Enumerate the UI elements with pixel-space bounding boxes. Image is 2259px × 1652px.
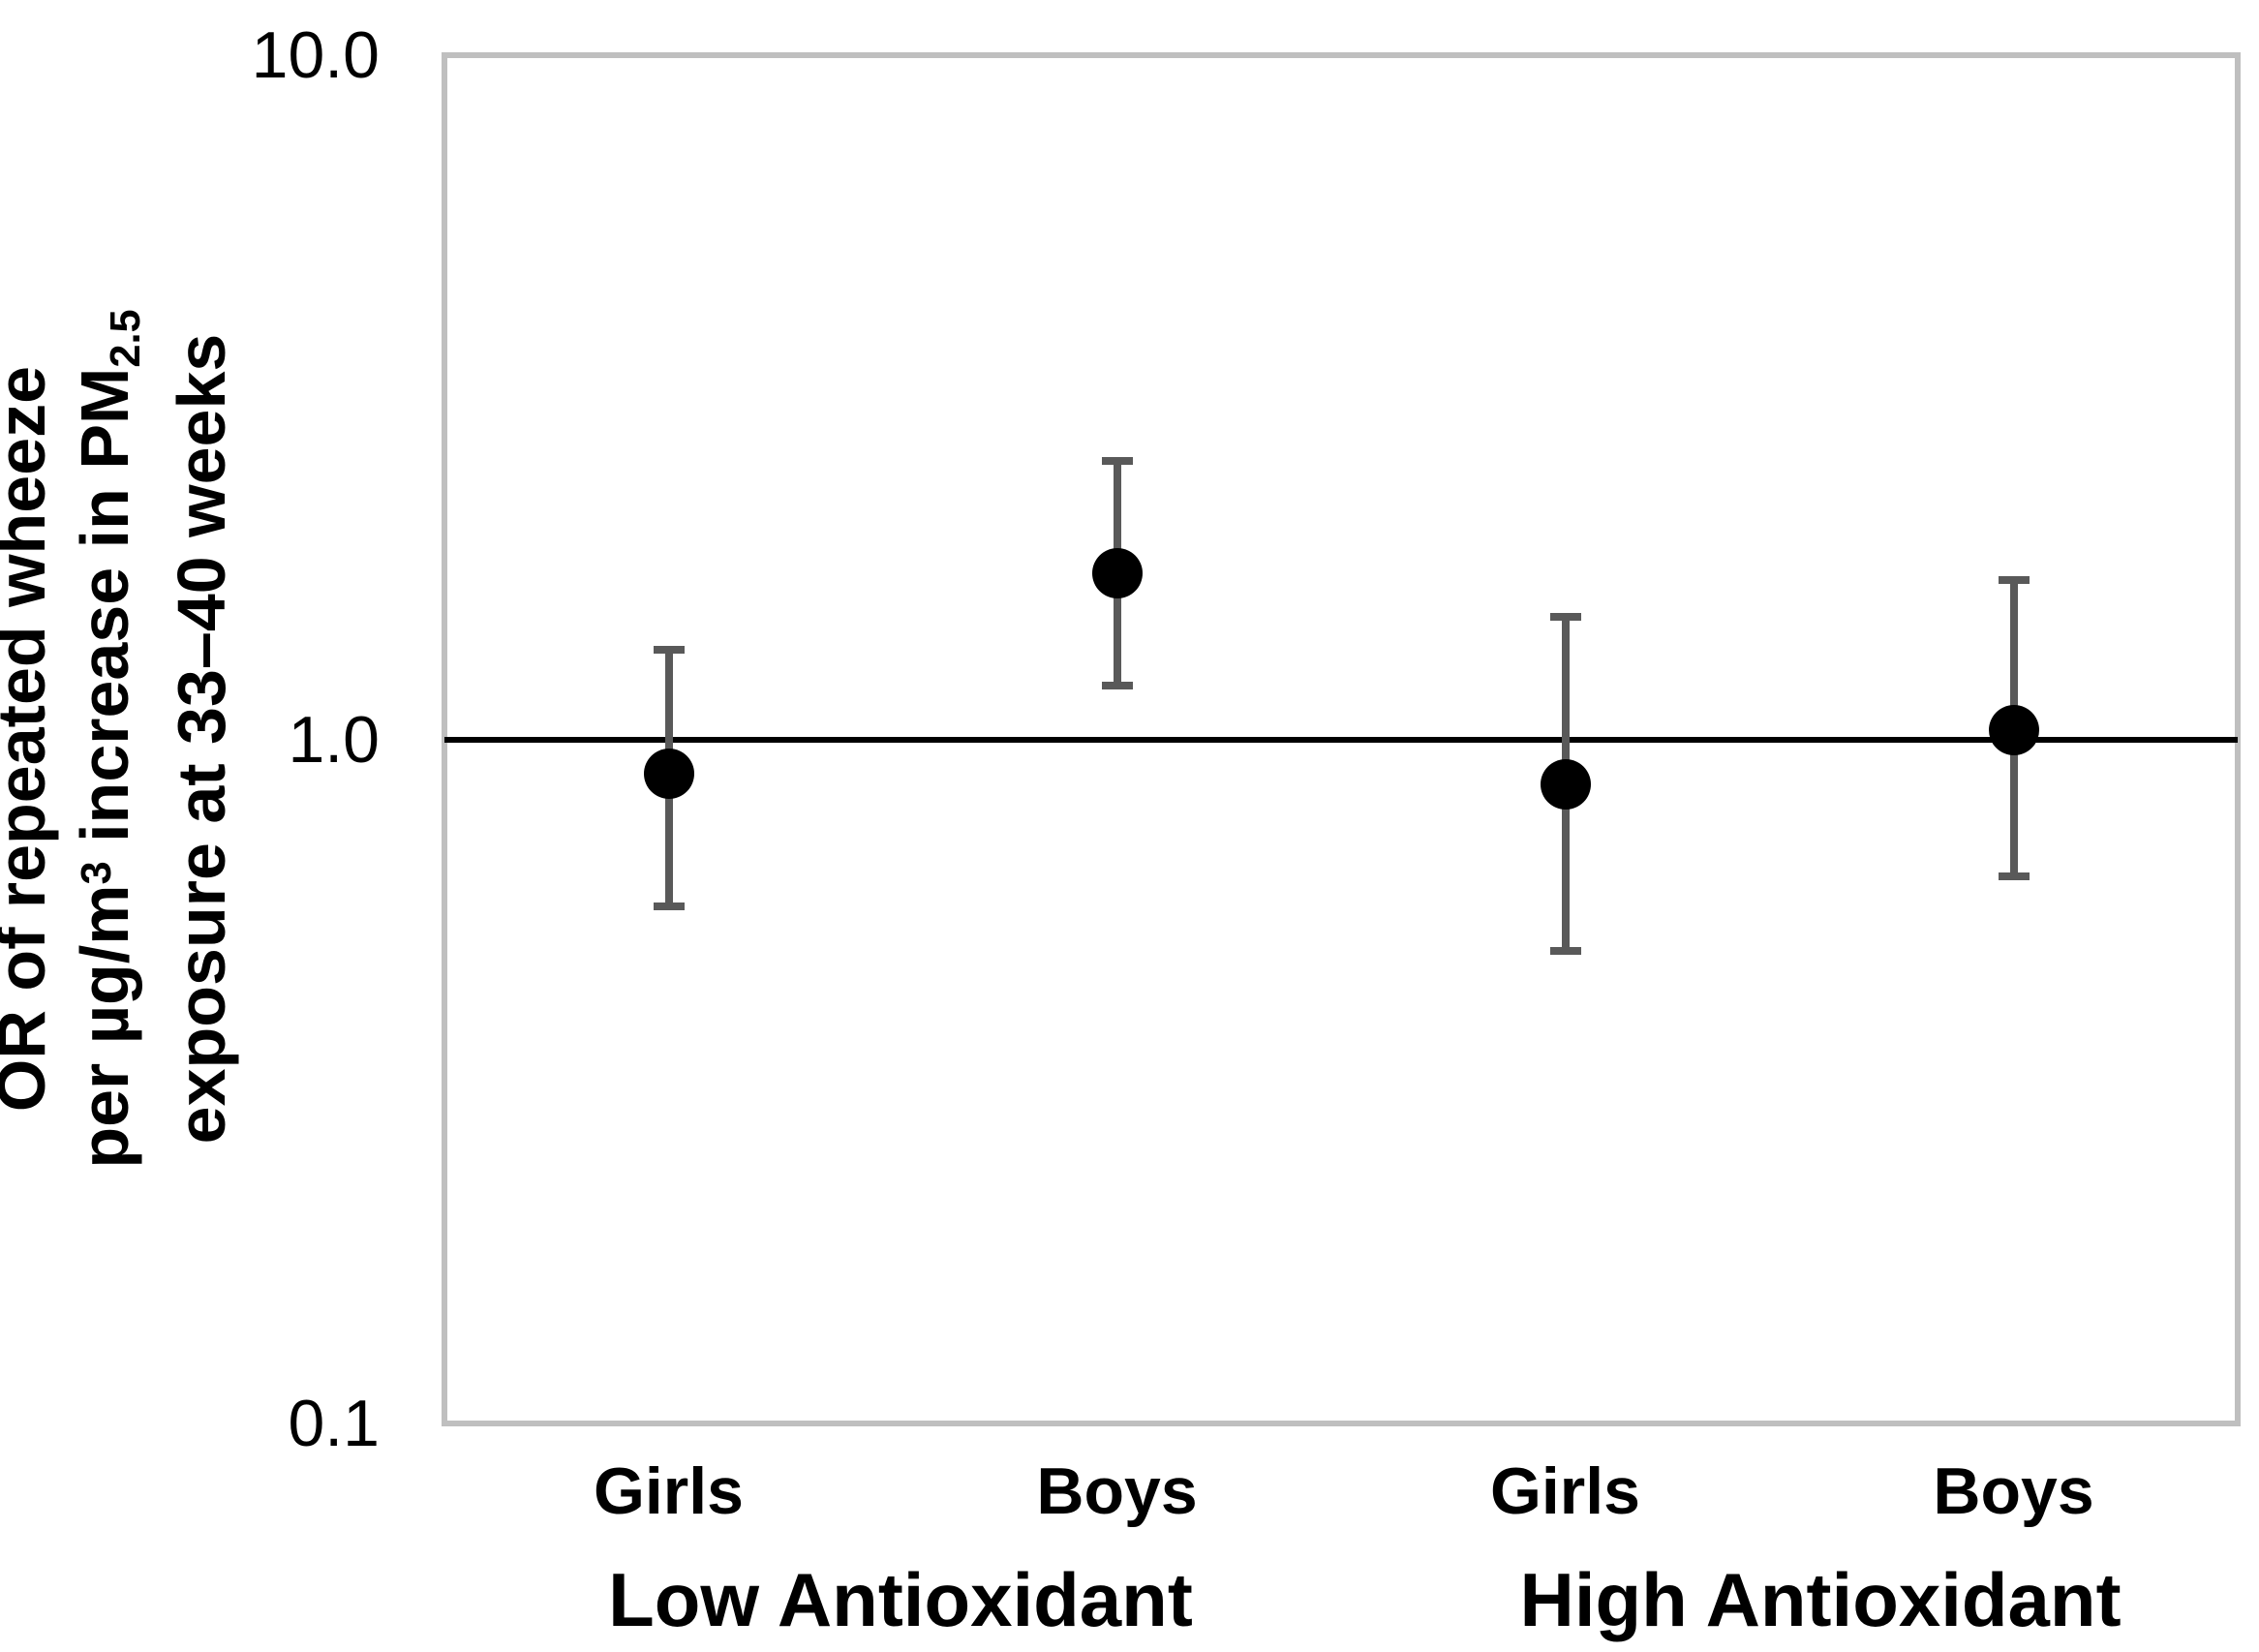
error-bar-cap-top: [1998, 575, 2030, 584]
y-axis-title-line: OR of repeated wheeze: [0, 309, 59, 1168]
error-bar-cap-bottom: [1998, 872, 2030, 881]
category-label: Boys: [1036, 1454, 1198, 1528]
y-axis-title-sub-text: 2.5: [103, 309, 150, 368]
y-axis-tick-label: 1.0: [288, 702, 380, 777]
category-label: Girls: [1490, 1454, 1640, 1528]
data-point-marker: [643, 749, 694, 800]
data-point-marker: [1988, 705, 2039, 756]
error-bar-cap-bottom: [1101, 681, 1133, 689]
category-label: Boys: [1933, 1454, 2094, 1528]
group-label: Low Antioxidant: [608, 1557, 1193, 1642]
data-point-marker: [1091, 547, 1143, 598]
reference-line: [444, 736, 2238, 743]
error-bar-cap-top: [1549, 613, 1581, 622]
y-axis-title-text: per µg/m: [67, 884, 143, 1169]
error-bar-cap-bottom: [1549, 947, 1581, 956]
y-axis-title-text: increase in PM: [67, 367, 143, 862]
error-bar-cap-top: [653, 646, 685, 655]
y-axis-title-sup-text: 3: [73, 861, 120, 885]
y-axis-tick-label: 10.0: [251, 18, 380, 92]
category-label: Girls: [594, 1454, 744, 1528]
error-bar-cap-top: [1101, 457, 1133, 466]
data-point-marker: [1540, 758, 1591, 810]
y-axis-title-text: OR of repeated wheeze: [0, 365, 59, 1113]
group-label: High Antioxidant: [1519, 1557, 2122, 1642]
error-bar-cap-bottom: [653, 902, 685, 910]
y-axis-tick-label: 0.1: [288, 1387, 380, 1460]
